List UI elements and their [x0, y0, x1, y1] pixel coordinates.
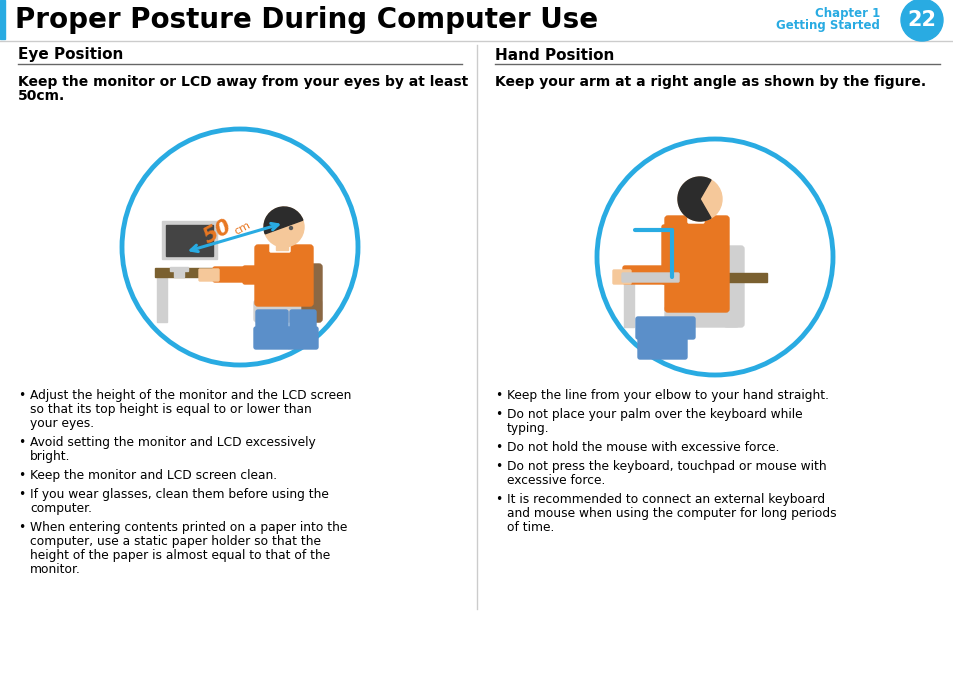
Bar [5, 0, 949, 39]
Text: bright.: bright. [30, 450, 71, 463]
Text: •: • [18, 436, 25, 449]
Circle shape [900, 0, 942, 41]
FancyBboxPatch shape [253, 327, 290, 349]
Text: Adjust the height of the monitor and the LCD screen: Adjust the height of the monitor and the… [30, 389, 351, 402]
Bar [157, 276, 167, 322]
Text: Keep the monitor or LCD away from your eyes by at least: Keep the monitor or LCD away from your e… [18, 75, 468, 89]
Text: Chapter 1: Chapter 1 [814, 7, 879, 20]
Bar [170, 267, 188, 271]
Text: cm: cm [233, 219, 253, 236]
Text: computer.: computer. [30, 502, 91, 515]
Bar [621, 273, 766, 282]
FancyBboxPatch shape [638, 333, 686, 359]
Wedge shape [678, 177, 710, 221]
Text: height of the paper is almost equal to that of the: height of the paper is almost equal to t… [30, 549, 330, 562]
Text: Keep your arm at a right angle as shown by the figure.: Keep your arm at a right angle as shown … [495, 75, 925, 89]
FancyBboxPatch shape [661, 225, 681, 284]
FancyBboxPatch shape [288, 327, 317, 349]
FancyBboxPatch shape [664, 306, 739, 327]
FancyBboxPatch shape [213, 267, 247, 282]
FancyBboxPatch shape [613, 270, 630, 284]
Text: so that its top height is equal to or lower than: so that its top height is equal to or lo… [30, 403, 312, 416]
Text: Avoid setting the monitor and LCD excessively: Avoid setting the monitor and LCD excess… [30, 436, 315, 449]
Text: •: • [18, 389, 25, 402]
Bar [162, 221, 216, 259]
FancyBboxPatch shape [664, 216, 728, 312]
Bar [297, 276, 308, 322]
Text: Proper Posture During Computer Use: Proper Posture During Computer Use [15, 6, 598, 34]
Text: If you wear glasses, clean them before using the: If you wear glasses, clean them before u… [30, 488, 329, 501]
Text: •: • [495, 493, 501, 506]
FancyBboxPatch shape [687, 213, 703, 223]
Text: typing.: typing. [506, 422, 549, 435]
Text: When entering contents printed on a paper into the: When entering contents printed on a pape… [30, 521, 347, 534]
FancyBboxPatch shape [255, 310, 288, 334]
Bar [154, 268, 310, 277]
Text: Keep the monitor and LCD screen clean.: Keep the monitor and LCD screen clean. [30, 469, 276, 482]
Circle shape [678, 177, 721, 221]
Text: •: • [495, 408, 501, 421]
Circle shape [122, 129, 357, 365]
Text: Hand Position: Hand Position [495, 47, 614, 62]
FancyBboxPatch shape [621, 273, 679, 282]
FancyBboxPatch shape [243, 266, 271, 284]
Bar [687, 205, 700, 221]
FancyBboxPatch shape [254, 245, 313, 306]
Bar [275, 236, 288, 250]
Text: your eyes.: your eyes. [30, 417, 94, 430]
Text: •: • [18, 521, 25, 534]
Circle shape [264, 207, 304, 247]
FancyBboxPatch shape [290, 310, 315, 334]
Text: 22: 22 [906, 10, 936, 30]
Text: •: • [18, 488, 25, 501]
FancyBboxPatch shape [622, 266, 671, 284]
FancyBboxPatch shape [723, 246, 743, 327]
FancyBboxPatch shape [270, 240, 290, 252]
Text: Keep the line from your elbow to your hand straight.: Keep the line from your elbow to your ha… [506, 389, 828, 402]
Text: Do not hold the mouse with excessive force.: Do not hold the mouse with excessive for… [506, 441, 779, 454]
Text: 50: 50 [200, 217, 235, 248]
Wedge shape [264, 207, 302, 234]
Text: excessive force.: excessive force. [506, 474, 605, 487]
Text: It is recommended to connect an external keyboard: It is recommended to connect an external… [506, 493, 824, 506]
Text: •: • [495, 389, 501, 402]
Circle shape [597, 139, 832, 375]
Bar [623, 281, 634, 327]
Text: Do not press the keyboard, touchpad or mouse with: Do not press the keyboard, touchpad or m… [506, 460, 825, 473]
Text: Eye Position: Eye Position [18, 47, 123, 62]
FancyBboxPatch shape [199, 269, 219, 281]
FancyBboxPatch shape [302, 264, 322, 322]
Text: •: • [18, 469, 25, 482]
Text: •: • [495, 441, 501, 454]
Bar [0, 0, 5, 39]
FancyBboxPatch shape [253, 300, 322, 322]
Circle shape [289, 227, 293, 230]
Text: and mouse when using the computer for long periods: and mouse when using the computer for lo… [506, 507, 836, 520]
Text: •: • [495, 460, 501, 473]
Bar [166, 225, 213, 256]
Text: computer, use a static paper holder so that the: computer, use a static paper holder so t… [30, 535, 320, 548]
Text: 50cm.: 50cm. [18, 89, 65, 103]
Bar [173, 271, 184, 277]
Text: monitor.: monitor. [30, 563, 81, 576]
Text: Do not place your palm over the keyboard while: Do not place your palm over the keyboard… [506, 408, 801, 421]
Text: Getting Started: Getting Started [776, 20, 879, 32]
Text: of time.: of time. [506, 521, 554, 534]
FancyBboxPatch shape [636, 317, 695, 339]
